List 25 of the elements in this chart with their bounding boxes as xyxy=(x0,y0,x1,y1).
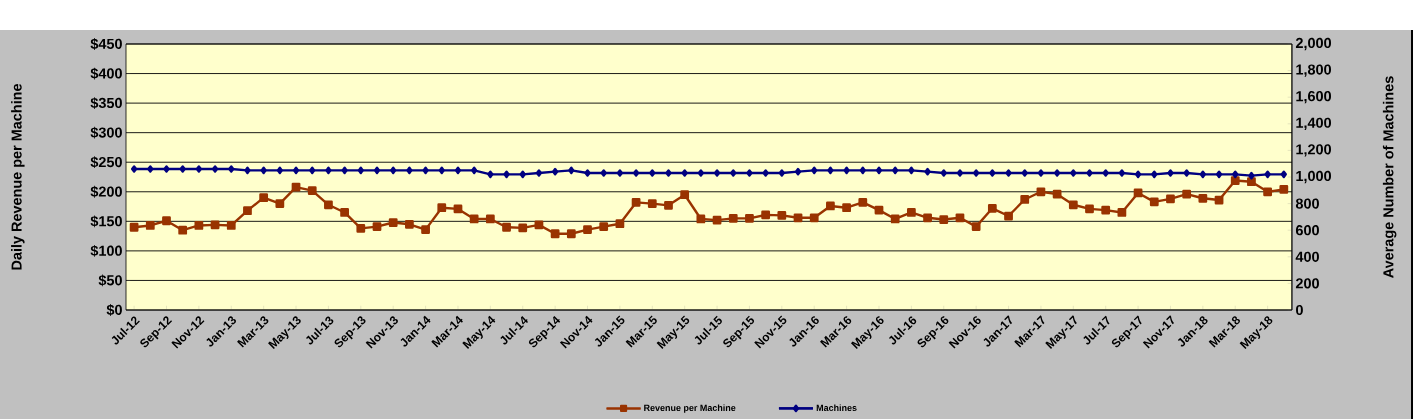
y-tick-label: $0 xyxy=(106,304,122,316)
y2-tick-label: 2,000 xyxy=(1295,37,1331,51)
y2-axis-title: Average Number of Machines xyxy=(1382,76,1397,278)
y-tick-label: $450 xyxy=(90,38,122,50)
legend-label: Revenue per Machine xyxy=(644,404,736,413)
y-tick-label: $100 xyxy=(90,244,122,257)
y-tick-label: $50 xyxy=(98,274,122,287)
y-tick-label: $250 xyxy=(90,156,122,169)
y-tick-label: $350 xyxy=(90,97,122,110)
y-tick-label: $300 xyxy=(90,126,122,139)
y2-tick-label: 200 xyxy=(1295,278,1319,289)
y2-tick-label: 1,200 xyxy=(1296,144,1331,157)
y-tick-label: $200 xyxy=(90,185,122,198)
y2-tick-label: 1,000 xyxy=(1296,170,1331,184)
y2-tick-label: 1,800 xyxy=(1296,64,1331,77)
y2-tick-label: 1,400 xyxy=(1296,117,1331,130)
y-tick-label: $400 xyxy=(90,67,122,80)
y-tick-label: $150 xyxy=(90,215,122,228)
y2-tick-label: 600 xyxy=(1295,225,1319,236)
y2-tick-label: 400 xyxy=(1295,251,1319,262)
y2-tick-label: 800 xyxy=(1295,198,1319,209)
y-axis-title: Daily Revenue per Machine xyxy=(11,83,25,270)
legend-label: Machines xyxy=(816,404,857,412)
y2-tick-label: 1,600 xyxy=(1296,91,1331,104)
y2-tick-label: 0 xyxy=(1296,304,1303,316)
